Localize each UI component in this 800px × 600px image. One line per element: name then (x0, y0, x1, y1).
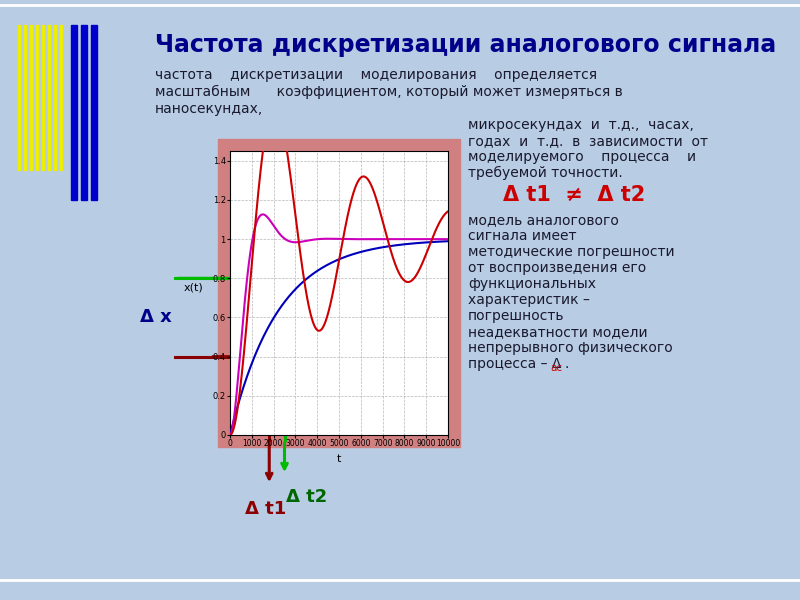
Bar (24, 25, 26, 170)
Text: Частота дискретизации аналогового сигнала: Частота дискретизации аналогового сигнал… (155, 33, 776, 57)
Text: функциональных: функциональных (468, 277, 596, 291)
Text: методические погрешности: методические погрешности (468, 245, 674, 259)
X-axis label: t: t (337, 454, 341, 464)
Text: погрешность: погрешность (468, 309, 565, 323)
Text: частота    дискретизации    моделирования    определяется: частота дискретизации моделирования опре… (155, 68, 597, 82)
Text: ac: ac (550, 363, 562, 373)
Bar (218, 139, 460, 447)
Text: от воспроизведения его: от воспроизведения его (468, 261, 646, 275)
Text: модель аналогового: модель аналогового (468, 213, 619, 227)
Text: наносекундах,: наносекундах, (155, 102, 263, 116)
Bar (60, 25, 62, 170)
Y-axis label: x(t): x(t) (183, 283, 203, 293)
Text: годах  и  т.д.  в  зависимости  от: годах и т.д. в зависимости от (468, 134, 708, 148)
Text: моделируемого    процесса    и: моделируемого процесса и (468, 150, 696, 164)
Bar (42, 25, 44, 170)
Bar (48, 25, 50, 170)
Text: характеристик –: характеристик – (468, 293, 590, 307)
Text: Δ t1: Δ t1 (245, 500, 286, 518)
Bar (30, 25, 32, 170)
Text: Δ t1  ≠  Δ t2: Δ t1 ≠ Δ t2 (503, 185, 646, 205)
Bar (54, 25, 56, 170)
Text: масштабным      коэффициентом, который может измеряться в: масштабным коэффициентом, который может … (155, 85, 622, 99)
Bar (18, 25, 20, 170)
Text: непрерывного физического: непрерывного физического (468, 341, 673, 355)
Text: неадекватности модели: неадекватности модели (468, 325, 648, 339)
Bar (36, 25, 38, 170)
Bar (81, 25, 87, 200)
Text: Δ t2: Δ t2 (286, 488, 327, 506)
Text: Δ x: Δ x (140, 308, 172, 326)
Text: .: . (565, 357, 570, 371)
Text: требуемой точности.: требуемой точности. (468, 166, 622, 180)
Bar (91, 25, 97, 200)
Text: сигнала имеет: сигнала имеет (468, 229, 577, 243)
Bar (71, 25, 77, 200)
Text: микросекундах  и  т.д.,  часах,: микросекундах и т.д., часах, (468, 118, 694, 132)
Text: процесса – Δ: процесса – Δ (468, 357, 562, 371)
